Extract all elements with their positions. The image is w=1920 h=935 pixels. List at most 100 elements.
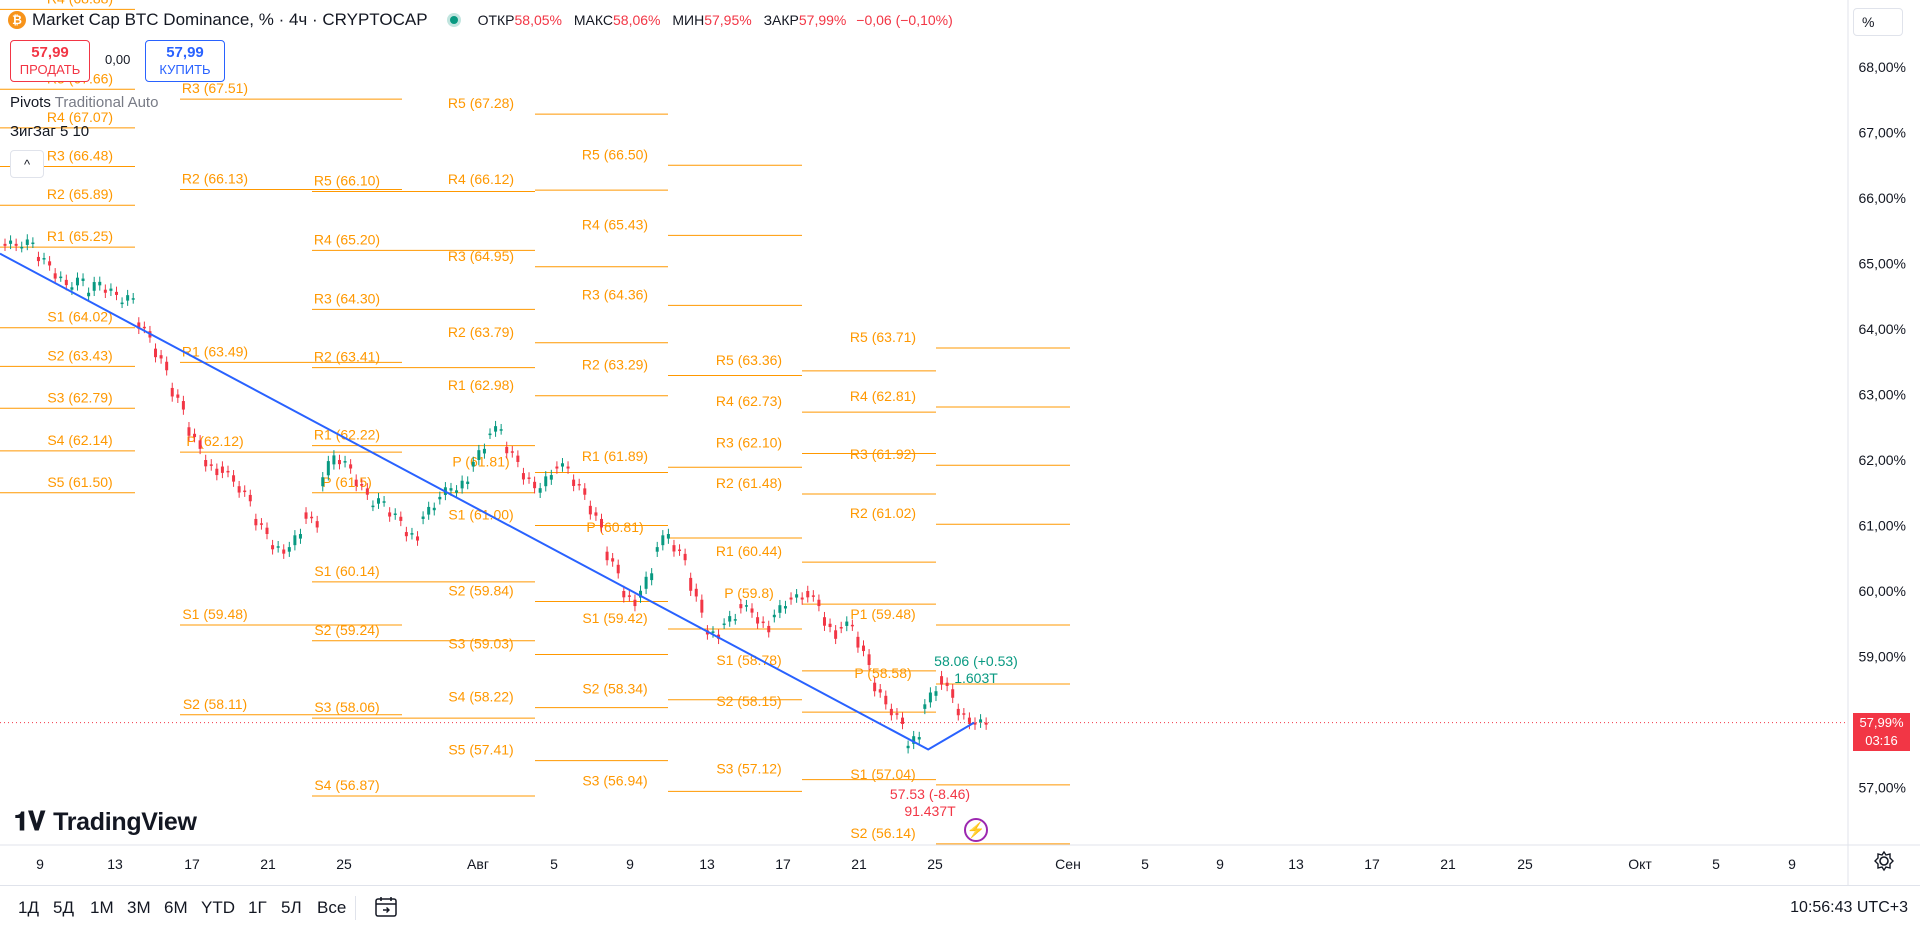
collapse-legend-button[interactable]: ^ [10, 150, 44, 178]
candle-body [510, 451, 514, 453]
range-1d-button[interactable]: 1Д [18, 898, 39, 917]
candle-body [159, 355, 163, 359]
time-axis-tick: Авг [467, 856, 489, 872]
pivot-level-label: R2 (61.48) [716, 475, 782, 491]
candle-body [756, 617, 760, 624]
candle-body [622, 591, 626, 598]
price-axis-tick: 65,00% [1859, 256, 1906, 272]
candle-body [265, 527, 269, 535]
pivot-level-label: P (59.8) [724, 585, 774, 601]
pivot-level-label: S1 (59.42) [582, 610, 647, 626]
range-6m-button[interactable]: 6М [164, 898, 188, 917]
pivot-level-label: R2 (61.02) [850, 505, 916, 521]
candle-body [599, 518, 603, 528]
candle-body [193, 433, 197, 438]
range-1m-button[interactable]: 1М [90, 898, 114, 917]
candle-body [811, 595, 815, 597]
candle-body [9, 240, 13, 244]
clock-timezone[interactable]: 10:56:43 UTC+3 [1790, 899, 1908, 916]
pivot-level-label: R2 (63.41) [314, 349, 380, 365]
indicator-pivots[interactable]: Pivots Traditional Auto [10, 94, 158, 111]
candle-body [92, 282, 96, 291]
pivot-level-label: R4 (65.20) [314, 231, 380, 247]
candle-body [839, 627, 843, 629]
candle-body [873, 682, 877, 692]
price-axis-tick: 61,00% [1859, 518, 1906, 534]
tradingview-logo-icon: 𝟏𝐕 [14, 806, 46, 836]
candle-body [633, 599, 637, 607]
candle-body [114, 291, 118, 295]
pivot-level-label: P (61.81) [452, 453, 509, 469]
buy-button[interactable]: 57,99 КУПИТЬ [145, 40, 225, 82]
candle-body [783, 606, 787, 609]
candle-body [482, 448, 486, 454]
candle-body [354, 479, 358, 486]
pivot-period: R5 (63.71) R4 (62.81) R3 (61.92) R2 (61.02)… [850, 329, 1070, 845]
pivot-level-label: S5 (61.50) [47, 474, 112, 490]
range-5d-button[interactable]: 5Д [53, 898, 74, 917]
candle-body [917, 737, 921, 740]
indicator-zigzag[interactable]: ЗигЗаг 5 10 [10, 123, 90, 140]
candle-body [337, 460, 341, 465]
candle-body [979, 719, 983, 723]
range-5y-button[interactable]: 5Л [281, 898, 302, 917]
candle-body [594, 512, 598, 516]
candle-body [661, 535, 665, 546]
time-axis-tick: 21 [1440, 856, 1456, 872]
candle-body [248, 494, 252, 502]
candle-body [59, 276, 63, 279]
pivot-level-label: S4 (56.87) [314, 777, 379, 793]
price-axis-tick: 63,00% [1859, 387, 1906, 403]
candle-body [694, 588, 698, 597]
pivot-period: R5 (66.50) R4 (65.43) R3 (64.36) R2 (63.29)… [582, 146, 802, 792]
buy-price: 57,99 [166, 44, 204, 61]
symbol-title[interactable]: Market Cap BTC Dominance, % · 4ч · CRYPT… [32, 10, 428, 29]
settings-gear-icon[interactable] [1873, 850, 1895, 872]
pivot-level-label: R4 (67.07) [47, 109, 113, 125]
ohlc-close-value: 57,99% [798, 12, 847, 28]
candle-body [87, 292, 91, 297]
sell-price: 57,99 [31, 44, 69, 61]
candle-body [165, 361, 169, 371]
pivot-level-label: S1 (61.00) [448, 507, 513, 523]
candle-body [973, 722, 977, 725]
candle-body [956, 708, 960, 716]
scale-unit-button[interactable]: % [1853, 8, 1903, 36]
candle-body [98, 281, 102, 286]
candle-body [616, 564, 620, 574]
range-3m-button[interactable]: 3М [127, 898, 151, 917]
candle-body [209, 464, 213, 466]
candle-body [934, 691, 938, 696]
sell-button[interactable]: 57,99 ПРОДАТЬ [10, 40, 90, 82]
tradingview-logo[interactable]: 𝟏𝐕 TradingView [14, 806, 197, 838]
candle-body [421, 516, 425, 519]
candle-body [889, 708, 893, 716]
candle-body [639, 590, 643, 598]
candle-body [371, 505, 375, 508]
candle-body [650, 573, 654, 581]
ohlc-values: ОТКР58,05% МАКС58,06% МИН57,95% ЗАКР57,9… [470, 12, 953, 28]
candle-body [828, 623, 832, 628]
candle-body [761, 621, 765, 624]
candle-body [399, 516, 403, 521]
candle-body [901, 717, 905, 724]
pivot-level-label: R1 (65.25) [47, 228, 113, 244]
range-all-button[interactable]: Все [317, 898, 347, 917]
pivot-level-label: S1 (57.04) [850, 766, 915, 782]
time-axis-tick: 5 [1712, 856, 1720, 872]
candle-body [533, 481, 537, 489]
candle-body [499, 429, 503, 431]
calendar-goto-icon[interactable] [373, 895, 399, 919]
range-1y-button[interactable]: 1Г [248, 898, 267, 917]
candle-body [722, 623, 726, 626]
current-price-tag: 57,99% 03:16 [1853, 713, 1910, 751]
candle-body [42, 258, 46, 260]
time-axis-tick: 13 [1288, 856, 1304, 872]
range-ytd-button[interactable]: YTD [201, 898, 235, 917]
candle-body [48, 261, 52, 266]
candle-body [388, 512, 392, 517]
flash-icon[interactable]: ⚡ [964, 818, 988, 842]
pivot-level-label: S1 (59.48) [182, 606, 247, 622]
time-axis-tick: 17 [184, 856, 200, 872]
